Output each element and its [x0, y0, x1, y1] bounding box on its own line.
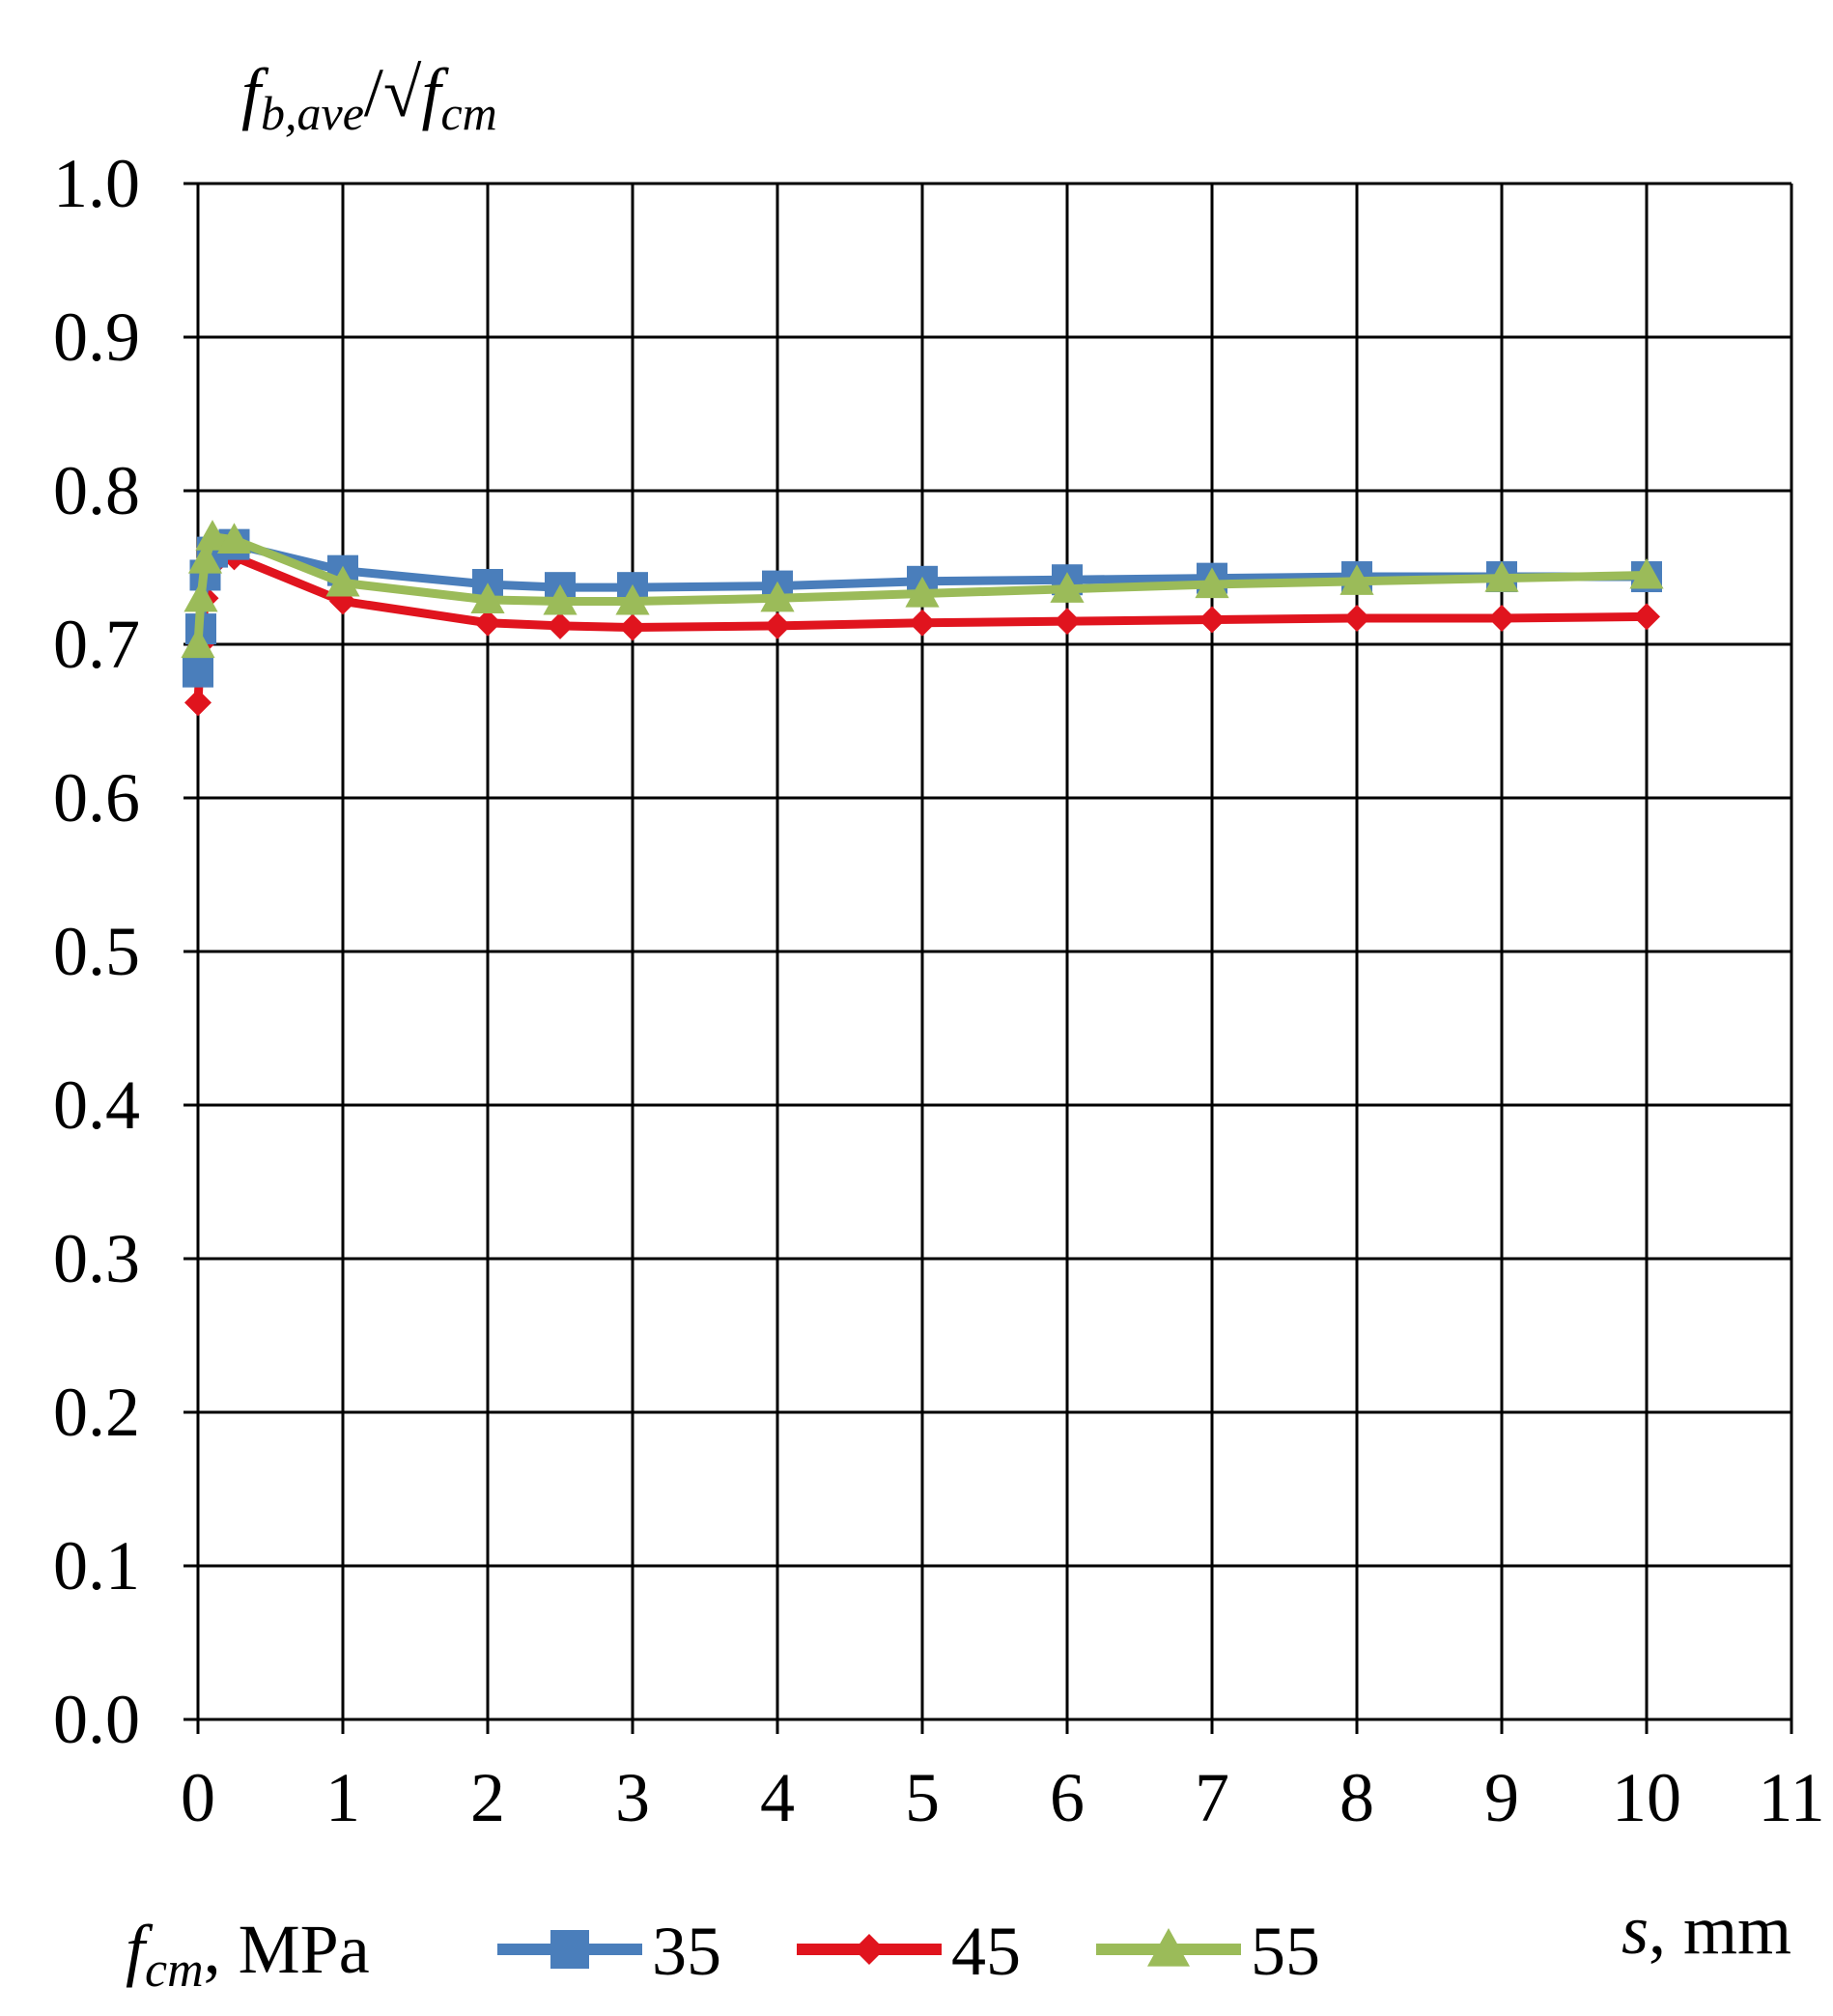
y-tick-label: 0.6	[53, 759, 140, 837]
x-tick-label: 9	[1484, 1759, 1519, 1836]
data-point-45	[474, 609, 501, 637]
data-point-55	[905, 576, 940, 608]
data-point-55	[543, 583, 578, 615]
data-point-55	[216, 523, 252, 554]
data-point-45	[184, 689, 212, 717]
y-tick-label: 0.9	[53, 298, 140, 376]
x-tick-label: 1	[325, 1759, 360, 1836]
data-point-45	[1198, 606, 1226, 634]
data-point-55	[325, 565, 360, 597]
y-tick-label: 1.0	[53, 145, 140, 222]
x-label-var: s	[1622, 1891, 1649, 1969]
x-tick-label: 3	[615, 1759, 650, 1836]
x-tick-label: 10	[1612, 1759, 1681, 1836]
data-point-45	[619, 613, 646, 641]
legend-item-35: 35	[497, 1913, 721, 1990]
series-lines	[181, 520, 1664, 717]
data-point-55	[470, 582, 505, 613]
data-point-45	[547, 611, 574, 639]
y-label-denom-sub: cm	[440, 86, 496, 140]
y-tick-labels: 0.0 0.1 0.2 0.3 0.4 0.5 0.6 0.7 0.8 0.9 1.0	[53, 145, 140, 1758]
legend-label: 35	[652, 1913, 721, 1990]
legend-title-sub: cm	[145, 1943, 204, 1998]
data-point-55	[181, 627, 215, 659]
x-label-unit: , mm	[1649, 1891, 1791, 1969]
x-tick-label: 5	[905, 1759, 940, 1836]
y-tick-label: 0.7	[53, 606, 140, 683]
data-point-55	[615, 583, 650, 615]
x-axis-label: s, mm	[1622, 1891, 1791, 1969]
data-point-45	[1343, 604, 1370, 632]
x-tick-label: 4	[760, 1759, 795, 1836]
y-tick-label: 0.2	[53, 1374, 140, 1451]
x-tick-labels: 0 1 2 3 4 5 6 7 8 9 10 11	[181, 1759, 1825, 1836]
y-tick-label: 0.5	[53, 913, 140, 990]
series-55	[181, 520, 1664, 659]
data-point-55	[1340, 564, 1374, 595]
legend-item-45: 45	[797, 1913, 1021, 1990]
legend-item-55: 55	[1096, 1913, 1320, 1990]
y-axis-label: fb,ave/√fcm	[241, 54, 497, 140]
x-tick-label: 8	[1340, 1759, 1374, 1836]
y-tick-label: 0.1	[53, 1527, 140, 1604]
legend-swatch-marker	[854, 1934, 885, 1965]
y-label-slash: /√	[364, 54, 422, 131]
x-tick-label: 7	[1195, 1759, 1229, 1836]
y-tick-label: 0.8	[53, 452, 140, 529]
data-point-55	[1629, 557, 1664, 589]
data-point-45	[1488, 604, 1515, 632]
data-point-55	[760, 581, 795, 612]
legend-title: fcm, MPa	[126, 1911, 370, 1998]
x-tick-label: 11	[1758, 1759, 1824, 1836]
x-tick-label: 6	[1050, 1759, 1085, 1836]
legend-label: 55	[1251, 1913, 1320, 1990]
data-point-45	[1054, 608, 1081, 636]
y-tick-label: 0.4	[53, 1066, 140, 1144]
y-label-main-sub: b,ave	[261, 86, 364, 140]
legend-swatch-marker	[550, 1930, 589, 1969]
data-point-55	[1484, 561, 1519, 592]
x-tick-label: 2	[470, 1759, 505, 1836]
data-point-45	[1633, 603, 1660, 631]
data-point-55	[1195, 567, 1229, 599]
y-tick-label: 0.0	[53, 1681, 140, 1758]
legend-swatch-marker	[1147, 1928, 1190, 1967]
data-point-55	[195, 520, 230, 551]
data-point-55	[187, 542, 223, 574]
data-point-55	[1050, 572, 1085, 603]
legend-label: 45	[951, 1913, 1021, 1990]
y-tick-label: 0.3	[53, 1220, 140, 1297]
grid	[183, 182, 1793, 1734]
data-point-45	[909, 609, 936, 637]
data-point-55	[183, 581, 218, 612]
legend: fcm, MPa 35 45 55	[126, 1911, 1320, 1998]
legend-title-unit: , MPa	[204, 1911, 370, 1988]
data-point-45	[764, 611, 791, 639]
x-tick-label: 0	[181, 1759, 215, 1836]
data-point-35	[183, 656, 213, 688]
